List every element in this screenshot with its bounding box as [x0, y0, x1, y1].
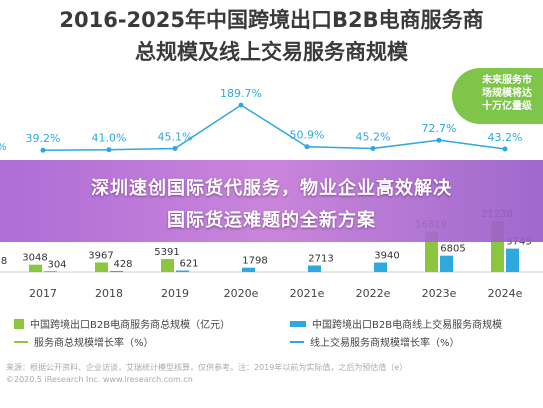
- bar-label-online: 428: [113, 259, 132, 270]
- badge-line-3: 十万亿量级: [482, 101, 532, 112]
- x-tick-label: 2017: [29, 287, 57, 300]
- bar-label-online: 304: [47, 259, 66, 270]
- bar-label-online: 3940: [374, 251, 399, 262]
- source-line-1: 来源：根据公开资料、企业访谈，艾瑞统计模型核算，仅供参考。注：2019年以前为实…: [6, 363, 408, 372]
- line-label-partial: %: [0, 142, 7, 153]
- bar-label-online: 9743: [506, 237, 531, 248]
- legend-swatch-green-line: [14, 340, 28, 343]
- growth-line-online: [42, 104, 506, 151]
- bar-label-total: 3967: [88, 250, 113, 261]
- bar-label-total: 5391: [154, 247, 179, 258]
- growth-point-online: [304, 144, 310, 150]
- source-line-2: ©2020.5 iResearch Inc. www.iresearch.com…: [6, 375, 193, 384]
- bar-online: [176, 270, 189, 272]
- x-tick-label: 2022e: [356, 287, 391, 300]
- legend-item-online-growth: 线上交易服务商规模增长率（%）: [290, 334, 460, 349]
- growth-point-online: [238, 102, 244, 108]
- legend-label: 线上交易服务商规模增长率（%）: [310, 338, 460, 349]
- bar-online: [308, 265, 321, 272]
- growth-label-online: 50.9%: [290, 129, 325, 142]
- growth-label-online: 45.1%: [158, 130, 193, 143]
- growth-point-online: [40, 147, 46, 153]
- legend-label: 中国跨境出口B2B电商服务商总规模（亿元）: [30, 320, 231, 331]
- bar-total: [29, 264, 42, 272]
- x-tick-label: 2018: [95, 287, 123, 300]
- source-note: 来源：根据公开资料、企业访谈，艾瑞统计模型核算，仅供参考。注：2019年以前为实…: [6, 362, 536, 386]
- bar-total: [161, 259, 174, 272]
- growth-point-online: [502, 146, 508, 152]
- growth-point-online: [370, 145, 376, 151]
- bar-online: [506, 248, 519, 272]
- legend-item-total-scale: 中国跨境出口B2B电商服务商总规模（亿元）: [14, 316, 230, 331]
- legend-swatch-blue-bar: [290, 320, 306, 327]
- promo-banner: 深圳速创国际货代服务，物业企业高效解决 国际货运难题的全新方案: [0, 160, 543, 242]
- bar-online: [242, 267, 255, 272]
- badge-line-2: 场规模将达: [482, 88, 532, 99]
- bar-label-total: 3048: [22, 253, 47, 264]
- legend-swatch-blue-line: [290, 340, 304, 343]
- chart-subtitle: 总规模及线上交易服务商规模: [135, 40, 408, 64]
- bar-label-online: 2713: [308, 253, 333, 264]
- banner-line-1: 深圳速创国际货代服务，物业企业高效解决: [91, 178, 452, 199]
- bar-online: [374, 262, 387, 272]
- x-tick-label: 2021e: [290, 287, 325, 300]
- growth-label-online: 43.2%: [488, 131, 523, 144]
- bar-label-online: 6805: [440, 244, 465, 255]
- bar-online: [44, 271, 57, 272]
- x-tick-label: 2023e: [422, 287, 457, 300]
- legend-label: 中国跨境出口B2B电商线上交易服务商规模: [312, 320, 503, 331]
- bar-label-online: 1798: [242, 256, 267, 267]
- forecast-badge: 未来服务市 场规模将达 十万亿量级: [452, 68, 543, 124]
- bar-online: [440, 255, 453, 272]
- x-tick-label: 2019: [161, 287, 189, 300]
- x-tick-label: 2024e: [488, 287, 523, 300]
- growth-point-online: [172, 145, 178, 151]
- bar-total: [95, 262, 108, 272]
- badge-line-1: 未来服务市: [482, 75, 532, 86]
- growth-point-online: [106, 147, 112, 153]
- bar-label-online: 621: [179, 259, 198, 270]
- legend-item-online-scale: 中国跨境出口B2B电商线上交易服务商规模: [290, 316, 502, 331]
- chart-title: 2016-2025年中国跨境出口B2B电商服务商: [59, 8, 484, 32]
- banner-line-2: 国际货运难题的全新方案: [167, 210, 376, 231]
- legend-item-total-growth: 服务商总规模增长率（%）: [14, 334, 154, 349]
- growth-label-online: 45.2%: [356, 130, 391, 143]
- x-tick-label: 2020e: [224, 287, 259, 300]
- bar-online: [110, 270, 123, 272]
- growth-label-online: 41.0%: [92, 132, 127, 145]
- legend-label: 服务商总规模增长率（%）: [34, 338, 154, 349]
- legend-swatch-green-bar: [14, 318, 24, 329]
- growth-label-online: 189.7%: [220, 87, 262, 100]
- growth-label-online: 72.7%: [422, 122, 457, 135]
- growth-label-online: 39.2%: [26, 132, 61, 145]
- bar-label-partial: 8: [1, 256, 7, 267]
- growth-point-online: [436, 137, 442, 143]
